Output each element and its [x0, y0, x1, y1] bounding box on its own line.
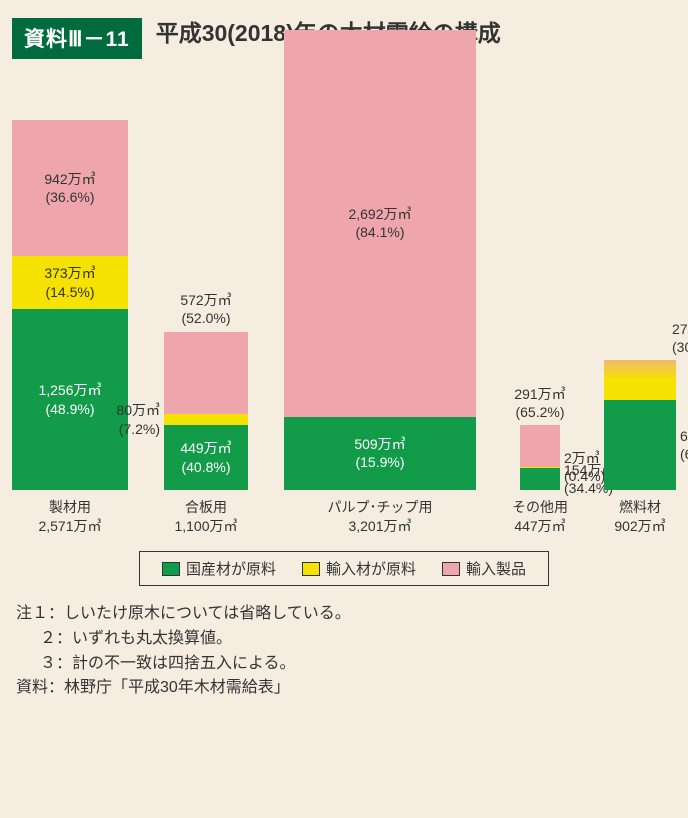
legend-swatch: [302, 562, 320, 576]
segment-domestic: 449万㎥(40.8%): [164, 425, 248, 490]
segment-import_product_gradient: 277万㎥(30.7%): [604, 360, 676, 400]
segment-domestic: 509万㎥(15.9%): [284, 417, 476, 490]
legend-label: 輸入材が原料: [326, 558, 416, 579]
segment-domestic: 154万㎥(34.4%): [520, 468, 560, 490]
bar-stack: 291万㎥(65.2%)2万㎥(0.4%)154万㎥(34.4%): [520, 425, 560, 490]
segment-label: 80万㎥(7.2%): [116, 401, 160, 437]
bar-column: 277万㎥(30.7%)625万㎥(69.3%) 燃料材902万㎥: [604, 360, 676, 537]
segment-label: 509万㎥(15.9%): [354, 435, 405, 471]
bar-stack: 2,692万㎥(84.1%) 509万㎥(15.9%): [284, 30, 476, 490]
notes: 注１：しいたけ原木については省略している。２：いずれも丸太換算値。３：計の不一致…: [12, 602, 676, 701]
segment-label: 291万㎥(65.2%): [514, 385, 565, 421]
bar-column: 291万㎥(65.2%)2万㎥(0.4%)154万㎥(34.4%) その他用447…: [512, 425, 568, 537]
segment-label: 625万㎥(69.3%): [680, 427, 688, 463]
bar-column: 572万㎥(52.0%)80万㎥(7.2%) 449万㎥(40.8%) 合板用1,1…: [164, 332, 248, 537]
badge: 資料Ⅲ－11: [12, 18, 142, 59]
legend-item: 輸入製品: [442, 558, 526, 579]
legend-swatch: [442, 562, 460, 576]
bar-stack: 277万㎥(30.7%)625万㎥(69.3%): [604, 360, 676, 490]
segment-label: 373万㎥(14.5%): [44, 264, 95, 300]
segment-import_product: 942万㎥(36.6%): [12, 120, 128, 255]
legend-label: 国産材が原料: [186, 558, 276, 579]
segment-import_product: 2,692万㎥(84.1%): [284, 30, 476, 417]
note-line: 注１：しいたけ原木については省略している。: [16, 602, 676, 627]
segment-label: 942万㎥(36.6%): [44, 170, 95, 206]
segment-label: 1,256万㎥(48.9%): [38, 381, 101, 417]
legend-item: 輸入材が原料: [302, 558, 416, 579]
category-label: 合板用1,100万㎥: [174, 498, 237, 537]
bar-stack: 942万㎥(36.6%) 373万㎥(14.5%) 1,256万㎥(48.9%): [12, 120, 128, 489]
bar-column: 942万㎥(36.6%) 373万㎥(14.5%) 1,256万㎥(48.9%) 製材…: [12, 120, 128, 537]
legend-label: 輸入製品: [466, 558, 526, 579]
segment-domestic: 625万㎥(69.3%): [604, 400, 676, 490]
segment-domestic: 1,256万㎥(48.9%): [12, 309, 128, 489]
segment-import_raw: 80万㎥(7.2%): [164, 414, 248, 425]
bar-stack: 572万㎥(52.0%)80万㎥(7.2%) 449万㎥(40.8%): [164, 332, 248, 490]
legend-item: 国産材が原料: [162, 558, 276, 579]
note-line: ３：計の不一致は四捨五入による。: [16, 652, 676, 677]
segment-label: 2,692万㎥(84.1%): [348, 205, 411, 241]
segment-import_product: 291万㎥(65.2%): [520, 425, 560, 467]
note-line: 資料：林野庁「平成30年木材需給表」: [16, 676, 676, 701]
note-line: ２：いずれも丸太換算値。: [16, 627, 676, 652]
legend: 国産材が原料 輸入材が原料 輸入製品: [139, 551, 549, 586]
segment-label: 572万㎥(52.0%): [180, 291, 231, 327]
bars-container: 942万㎥(36.6%) 373万㎥(14.5%) 1,256万㎥(48.9%) 製材…: [12, 77, 676, 537]
segment-import_raw: 373万㎥(14.5%): [12, 256, 128, 310]
chart: 942万㎥(36.6%) 373万㎥(14.5%) 1,256万㎥(48.9%) 製材…: [12, 77, 676, 586]
bar-column: 2,692万㎥(84.1%) 509万㎥(15.9%) パルプ･チップ用3,201万…: [284, 30, 476, 537]
segment-label: 449万㎥(40.8%): [180, 439, 231, 475]
legend-swatch: [162, 562, 180, 576]
category-label: パルプ･チップ用3,201万㎥: [328, 498, 433, 537]
category-label: 燃料材902万㎥: [614, 498, 665, 537]
segment-import_product: 572万㎥(52.0%): [164, 332, 248, 414]
category-label: その他用447万㎥: [512, 498, 568, 537]
segment-label: 277万㎥(30.7%): [672, 320, 688, 356]
category-label: 製材用2,571万㎥: [38, 498, 101, 537]
